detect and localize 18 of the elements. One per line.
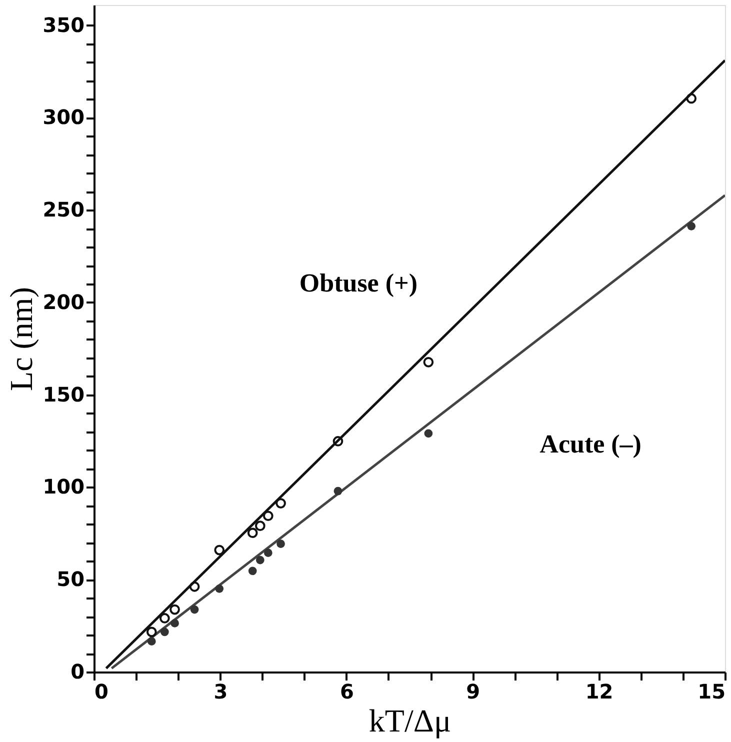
x-tick-label: 9 (466, 680, 480, 704)
y-axis-title: Lc (nm) (2, 287, 39, 391)
x-axis-title: kT/Δμ (368, 702, 452, 738)
x-tick-label: 12 (585, 680, 614, 704)
x-tick-label: 3 (214, 680, 228, 704)
y-tick-label: 200 (42, 290, 84, 314)
y-tick-label: 0 (70, 660, 84, 684)
text: Acute (–) (540, 430, 642, 459)
x-tick-label: 15 (698, 680, 726, 704)
y-tick-label: 150 (42, 382, 84, 406)
y-tick-label: 100 (42, 474, 84, 499)
y-tick-label: 50 (56, 567, 84, 592)
y-tick-label: 300 (42, 105, 84, 130)
y-tick-label: 350 (42, 12, 84, 37)
series-label: Obtuse (+) (299, 268, 418, 298)
x-tick-label: 6 (340, 680, 354, 704)
x-tick-label: 0 (94, 680, 108, 704)
y-tick-label: 250 (42, 198, 84, 222)
